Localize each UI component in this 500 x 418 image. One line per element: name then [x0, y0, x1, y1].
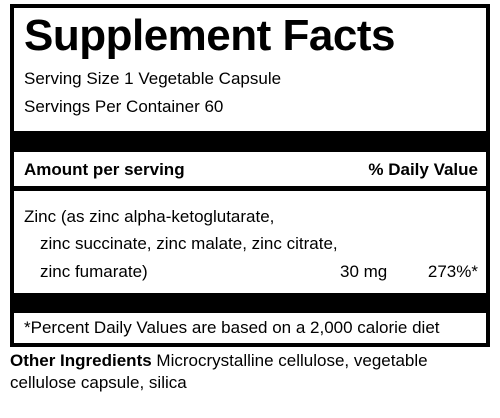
nutrient-line-3: zinc fumarate): [40, 262, 148, 281]
supplement-facts-panel: Supplement Facts Serving Size 1 Vegetabl…: [10, 4, 490, 347]
bottom-thick-divider: [14, 293, 486, 313]
nutrient-amount: 30 mg: [340, 262, 388, 281]
panel-title: Supplement Facts: [24, 11, 395, 60]
medium-divider: [14, 186, 486, 191]
footnote: *Percent Daily Values are based on a 2,0…: [24, 318, 440, 337]
amount-per-serving-header: Amount per serving: [24, 160, 185, 179]
other-ingredients-heading: Other Ingredients: [10, 351, 152, 370]
serving-size: Serving Size 1 Vegetable Capsule: [24, 69, 282, 88]
servings-per-container: Servings Per Container 60: [24, 97, 224, 116]
nutrient-line-1: Zinc (as zinc alpha-ketoglutarate,: [24, 207, 275, 226]
other-ingredients-text: Microcrystalline cellulose, vegetable ce…: [10, 351, 428, 392]
thick-divider: [14, 131, 486, 152]
nutrient-line-2: zinc succinate, zinc malate, zinc citrat…: [40, 234, 338, 253]
other-ingredients: Other Ingredients Microcrystalline cellu…: [10, 350, 490, 394]
nutrient-daily-value: 273%*: [427, 262, 478, 281]
daily-value-header: % Daily Value: [368, 160, 478, 179]
